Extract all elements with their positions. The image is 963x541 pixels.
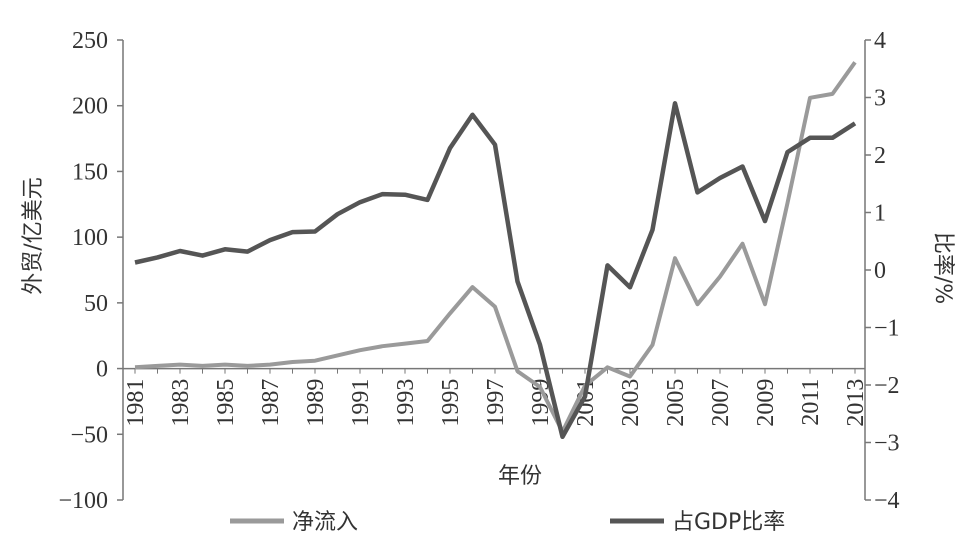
y2-axis-label: 比率/% [930, 232, 955, 304]
right-tick-label: −3 [874, 431, 900, 457]
x-tick-label: 1985 [213, 379, 239, 427]
x-tick-label: 1981 [123, 379, 149, 427]
right-tick-label: 1 [874, 201, 886, 227]
y-axis-label: 外贸/亿美元 [21, 177, 46, 294]
x-tick-label: 2005 [663, 379, 689, 427]
x-tick-label: 2009 [753, 379, 779, 427]
left-tick-label: 50 [84, 291, 108, 317]
right-tick-label: −4 [874, 488, 900, 514]
x-tick-label: 1987 [258, 379, 284, 427]
legend: 净流入 占GDP比率 [230, 510, 785, 535]
right-tick-label: 0 [874, 258, 886, 284]
left-tick-label: −50 [70, 422, 108, 448]
left-tick-label: −100 [58, 488, 108, 514]
legend-label-gdp-ratio: 占GDP比率 [672, 510, 785, 535]
right-tick-label: 3 [874, 86, 886, 112]
left-y-ticks: 250 200 150 100 50 0 −50 −100 [58, 28, 123, 514]
x-tick-label: 1995 [438, 379, 464, 427]
right-y-ticks: 4 3 2 1 0 −1 −2 −3 −4 [865, 28, 900, 514]
right-tick-label: −2 [874, 373, 900, 399]
x-tick-label: 1983 [168, 379, 194, 427]
left-tick-label: 200 [72, 94, 108, 120]
x-tick-label: 2007 [708, 379, 734, 427]
left-tick-label: 250 [72, 28, 108, 54]
x-tick-label: 1997 [483, 379, 509, 427]
left-tick-label: 150 [72, 159, 108, 185]
x-axis-label: 年份 [498, 464, 542, 489]
left-tick-label: 100 [72, 225, 108, 251]
x-tick-label: 2011 [798, 379, 824, 426]
x-tick-label: 1989 [303, 379, 329, 427]
x-tick-label: 1993 [393, 379, 419, 427]
x-ticks: 1981 1983 1985 1987 1989 1991 1993 1995 1997 1999… [123, 368, 869, 427]
x-tick-label: 2013 [843, 379, 869, 427]
left-tick-label: 0 [96, 357, 108, 383]
x-tick-label: 2003 [618, 379, 644, 427]
right-tick-label: 4 [874, 28, 886, 54]
right-tick-label: −1 [874, 316, 900, 342]
series-lines [134, 61, 857, 440]
series-line-net-inflow [134, 61, 857, 434]
right-tick-label: 2 [874, 143, 886, 169]
x-tick-label: 1991 [348, 379, 374, 427]
series-line-gdp-ratio [134, 101, 857, 440]
legend-label-net-inflow: 净流入 [292, 510, 358, 535]
